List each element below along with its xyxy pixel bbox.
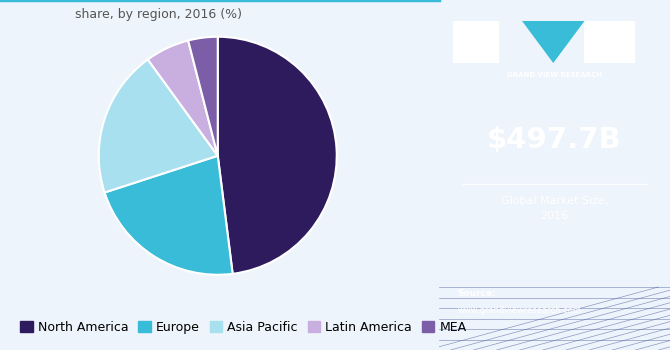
Text: $497.7B: $497.7B — [487, 126, 622, 154]
FancyBboxPatch shape — [584, 21, 635, 63]
Legend: North America, Europe, Asia Pacific, Latin America, MEA: North America, Europe, Asia Pacific, Lat… — [15, 316, 472, 339]
Text: www.grandviewresearch.com: www.grandviewresearch.com — [458, 306, 582, 315]
Text: share, by region, 2016 (%): share, by region, 2016 (%) — [75, 8, 242, 21]
Wedge shape — [105, 156, 232, 275]
Wedge shape — [218, 37, 337, 274]
Point — [643, 182, 651, 186]
Point — [458, 182, 466, 186]
FancyBboxPatch shape — [453, 21, 499, 63]
Text: Global Market Size,
2016: Global Market Size, 2016 — [500, 196, 608, 221]
Polygon shape — [522, 21, 584, 63]
Text: Source:: Source: — [458, 289, 496, 298]
Wedge shape — [188, 37, 218, 156]
Wedge shape — [148, 41, 218, 156]
Text: GRAND VIEW RESEARCH: GRAND VIEW RESEARCH — [507, 72, 602, 78]
Wedge shape — [98, 60, 218, 192]
